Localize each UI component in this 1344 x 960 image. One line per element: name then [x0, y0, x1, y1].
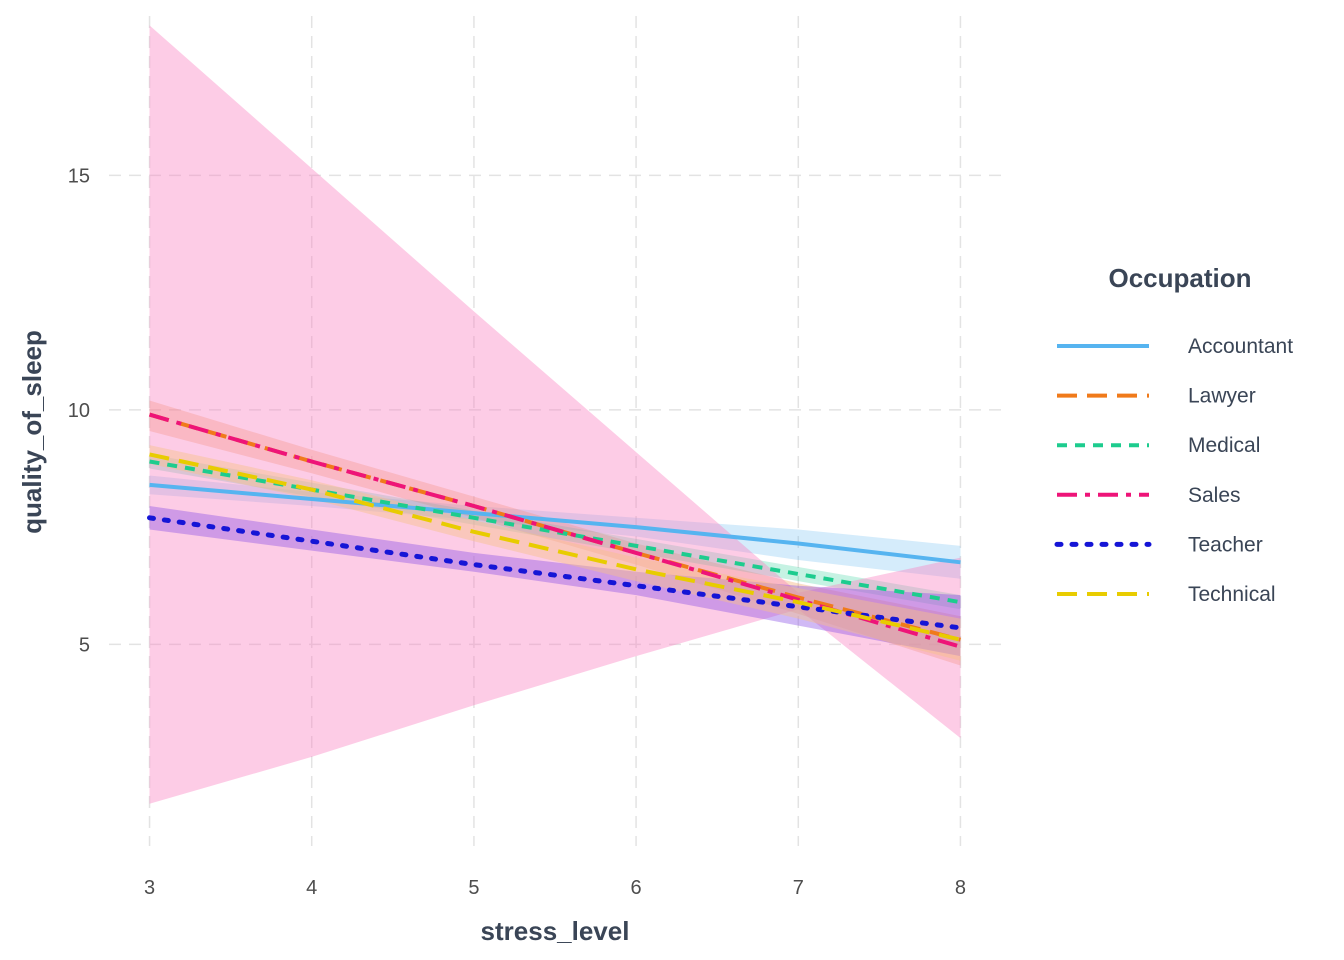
x-tick-label: 7 [793, 877, 804, 899]
confidence-band-medical [149, 454, 961, 610]
confidence-bands [149, 25, 961, 804]
legend-title: Occupation [1108, 263, 1251, 293]
legend-label: Lawyer [1188, 385, 1256, 408]
series-line-accountant [149, 482, 961, 565]
y-tick-label: 10 [68, 400, 90, 422]
x-tick-label: 8 [955, 877, 966, 899]
legend-items: Accountant Lawyer Medical Sales Teacher Techn… [1054, 335, 1293, 606]
legend-label: Sales [1188, 484, 1241, 507]
y-tick-label: 5 [79, 634, 90, 656]
confidence-band-sales [149, 25, 961, 804]
legend-label: Accountant [1188, 335, 1293, 358]
x-tick-label: 6 [631, 877, 642, 899]
x-axis-title: stress_level [481, 916, 630, 946]
confidence-band-lawyer [149, 400, 961, 666]
legend-label: Technical [1188, 583, 1276, 606]
legend-item-medical: Medical [1057, 434, 1260, 457]
y-axis-title: quality_of_sleep [17, 330, 47, 534]
series-line-medical [149, 459, 961, 605]
legend-item-teacher: Teacher [1054, 533, 1263, 556]
x-tick-label: 4 [306, 877, 317, 899]
confidence-band-teacher [149, 506, 961, 657]
legend: Occupation Accountant Lawyer Medical Sales T… [1054, 263, 1293, 606]
legend-label: Medical [1188, 434, 1260, 457]
y-axis-ticks: 5 10 15 [68, 165, 90, 656]
legend-item-technical: Technical [1057, 583, 1276, 606]
legend-item-sales: Sales [1057, 484, 1241, 507]
legend-item-lawyer: Lawyer [1057, 385, 1256, 408]
y-tick-label: 15 [68, 165, 90, 187]
legend-item-accountant: Accountant [1057, 335, 1293, 358]
legend-label: Teacher [1188, 533, 1263, 556]
x-tick-label: 3 [144, 877, 155, 899]
grid [109, 16, 1001, 846]
series-line-teacher [147, 515, 963, 631]
series-line-technical [149, 452, 961, 642]
x-tick-label: 5 [468, 877, 479, 899]
confidence-band-technical [149, 445, 961, 661]
series-lines [147, 412, 963, 649]
x-axis-ticks: 3 4 5 6 7 8 [144, 877, 966, 899]
